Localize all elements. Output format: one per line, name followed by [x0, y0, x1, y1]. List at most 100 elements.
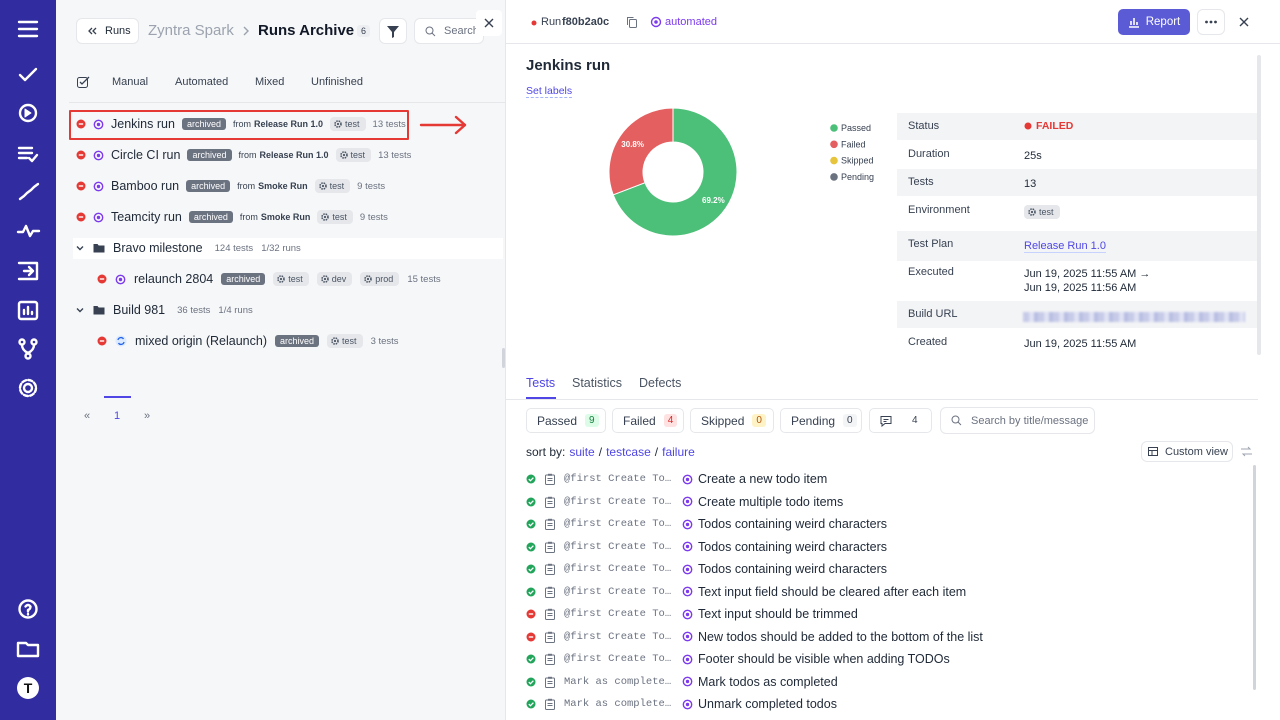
detail-tab[interactable]: Defects [639, 376, 681, 390]
clipboard-icon-svg [544, 541, 556, 553]
active-tab-indicator [526, 397, 556, 399]
close-left[interactable] [476, 10, 502, 36]
test-row[interactable]: @first Create To…Create a new todo item [526, 469, 827, 489]
copy-icon[interactable] [626, 16, 638, 29]
filter-chip[interactable]: Failed4 [612, 408, 684, 433]
detail-tab[interactable]: Statistics [572, 376, 622, 390]
filter-chip[interactable]: Pending0 [780, 408, 862, 433]
legend-label: Skipped [841, 156, 874, 166]
set-labels[interactable]: Set labels [526, 85, 572, 98]
run-row[interactable]: relaunch 2804archivedtestdevprod15 tests [97, 269, 441, 289]
page-next[interactable]: » [144, 410, 150, 422]
status-failed [76, 119, 86, 129]
page-prev[interactable]: « [84, 410, 90, 422]
test-row[interactable]: @first Create To…Create multiple todo it… [526, 492, 843, 512]
status-passed [526, 699, 536, 709]
search-icon [425, 26, 436, 37]
back-button[interactable]: Runs [76, 18, 139, 44]
test-row[interactable]: @first Create To…Todos containing weird … [526, 537, 887, 557]
sort-option[interactable]: failure [662, 445, 695, 459]
detail-tab[interactable]: Tests [526, 376, 555, 390]
filter-button[interactable] [379, 18, 407, 44]
more-button[interactable] [1197, 9, 1225, 35]
header-divider [506, 43, 1280, 44]
run-row[interactable]: mixed origin (Relaunch)archivedtest3 tes… [97, 331, 399, 351]
page-current[interactable]: 1 [114, 410, 120, 422]
run-row[interactable]: Bamboo runarchivedfromSmoke Runtest9 tes… [76, 176, 385, 196]
filter-tab[interactable]: Mixed [255, 76, 284, 88]
filter-tab[interactable]: Automated [175, 76, 228, 88]
status-failed-svg [526, 632, 536, 642]
filter-tab[interactable]: Manual [112, 76, 148, 88]
tag-icon-svg [340, 151, 348, 159]
test-row[interactable]: @first Create To…Text input should be tr… [526, 604, 858, 624]
run-row[interactable]: Circle CI runarchivedfromRelease Run 1.0… [76, 145, 411, 165]
group-row[interactable]: Bravo milestone124 tests1/32 runs [75, 238, 301, 258]
clipboard-icon [544, 541, 556, 553]
filter-chip[interactable]: Passed9 [526, 408, 606, 433]
logo: T [24, 680, 33, 696]
test-row[interactable]: Mark as complete…Mark todos as completed [526, 672, 838, 692]
tag-label: dev [332, 274, 347, 284]
status-failed-svg [76, 150, 86, 160]
test-code: Mark as complete… [564, 698, 674, 710]
test-row[interactable]: @first Create To…Footer should be visibl… [526, 649, 950, 669]
env-value: test [1024, 204, 1060, 220]
test-count: 15 tests [407, 274, 440, 285]
filter-chip[interactable]: Skipped0 [690, 408, 774, 433]
chip-count: 0 [752, 414, 766, 427]
test-title: Mark todos as completed [698, 675, 838, 689]
status-failed-svg [526, 609, 536, 619]
archived-badge: archived [221, 273, 265, 285]
tag-icon-svg [1028, 208, 1036, 216]
legend-label: Passed [841, 123, 871, 133]
chip-count: 0 [843, 414, 857, 427]
test-row[interactable]: @first Create To…Todos containing weird … [526, 514, 887, 534]
test-code: @first Create To… [564, 563, 674, 575]
test-plan-link[interactable]: Release Run 1.0 [1024, 240, 1106, 253]
run-row[interactable]: Jenkins runarchivedfromRelease Run 1.0te… [76, 114, 406, 134]
test-title: New todos should be added to the bottom … [698, 630, 983, 644]
automated-icon [93, 150, 104, 161]
resize-handle[interactable] [502, 348, 505, 368]
clipboard-icon [544, 698, 556, 710]
toggle-icon[interactable] [1240, 445, 1253, 458]
test-count: 9 tests [360, 212, 388, 223]
test-row[interactable]: @first Create To…Text input field should… [526, 582, 966, 602]
group-tests: 36 tests [177, 305, 210, 316]
legend-dot [830, 124, 838, 132]
group-row[interactable]: Build 98136 tests1/4 runs [75, 300, 253, 320]
test-row[interactable]: Mark as complete…Unmark completed todos [526, 694, 837, 714]
filter-tab[interactable]: Unfinished [311, 76, 363, 88]
custom-view-button[interactable]: Custom view [1141, 441, 1233, 462]
project-name[interactable]: Zyntra Spark [148, 22, 234, 39]
detail-label: Environment [908, 204, 970, 216]
test-title: Create multiple todo items [698, 495, 843, 509]
status-passed-svg [526, 542, 536, 552]
status-failed-svg [97, 274, 107, 284]
test-search[interactable]: Search by title/message [940, 407, 1095, 434]
status-passed [526, 474, 536, 484]
comments-chip[interactable]: 4 [869, 408, 932, 433]
close-right[interactable] [1237, 15, 1251, 29]
chip-label: Failed [623, 414, 656, 428]
sort-option[interactable]: testcase [606, 445, 651, 459]
test-row[interactable]: @first Create To…Todos containing weird … [526, 559, 887, 579]
tag: test [330, 117, 366, 131]
clipboard-icon [544, 676, 556, 688]
run-row[interactable]: Teamcity runarchivedfromSmoke Runtest9 t… [76, 207, 388, 227]
report-button[interactable]: Report [1118, 9, 1190, 35]
tag-label: test [288, 274, 303, 284]
test-title: Text input field should be cleared after… [698, 585, 966, 599]
run-id: f80b2a0c [562, 16, 609, 28]
run-name: Teamcity run [111, 210, 182, 224]
sort-option[interactable]: suite [569, 445, 594, 459]
mode-label: automated [665, 16, 717, 28]
folder-icon [93, 242, 105, 254]
select-all-icon[interactable] [76, 75, 90, 89]
sidebar: T [0, 0, 56, 720]
close-icon [476, 10, 502, 36]
test-row[interactable]: @first Create To…New todos should be add… [526, 627, 983, 647]
status-passed-svg [526, 699, 536, 709]
search-box[interactable]: Search [414, 18, 484, 44]
